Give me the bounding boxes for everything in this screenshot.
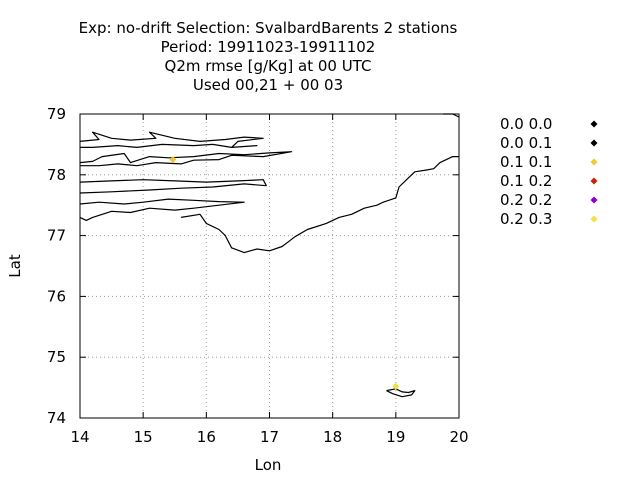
x-tick-label: 16 [197,428,216,446]
legend-marker [590,158,598,166]
legend-marker [590,177,598,185]
x-tick-label: 18 [323,428,342,446]
title-line-3: Q2m rmse [g/Kg] at 00 UTC [165,57,372,75]
chart-title: Exp: no-drift Selection: SvalbardBarents… [79,19,458,94]
coastline [79,198,245,221]
x-tick-labels: 14 15 16 17 18 19 20 [70,428,468,446]
legend-label: 0.0 0.1 [500,134,552,152]
y-tick-label: 78 [47,166,66,184]
y-tick-label: 77 [47,227,66,245]
coastline [79,151,293,167]
title-line-4: Used 00,21 + 00 03 [193,76,343,94]
station-point [169,156,177,164]
legend-marker [590,215,598,223]
legend-marker [590,196,598,204]
legend-label: 0.2 0.2 [500,191,552,209]
x-tick-label: 15 [134,428,153,446]
legend-marker [590,120,598,128]
coastlines [79,113,460,398]
legend: 0.0 0.00.0 0.10.1 0.10.1 0.20.2 0.20.2 0… [500,115,598,228]
x-tick-label: 20 [449,428,468,446]
legend-label: 0.1 0.2 [500,172,552,190]
y-tick-label: 74 [47,409,66,427]
legend-label: 0.0 0.0 [500,115,552,133]
title-line-1: Exp: no-drift Selection: SvalbardBarents… [79,19,458,37]
x-tick-label: 19 [386,428,405,446]
y-axis-label: Lat [6,254,24,278]
x-tick-label: 17 [260,428,279,446]
plot-frame [79,113,460,419]
y-tick-label: 79 [47,105,66,123]
coastline [79,131,264,148]
y-tick-labels: 74 75 76 77 78 79 [47,105,66,427]
legend-marker [590,139,598,147]
x-axis-label: Lon [255,456,282,474]
y-tick-label: 76 [47,287,66,305]
coastline [181,156,459,254]
legend-label: 0.1 0.1 [500,153,552,171]
station-point [392,382,400,390]
x-tick-label: 14 [70,428,89,446]
title-line-2: Period: 19911023-19911102 [161,38,376,56]
coastline [79,179,267,194]
legend-label: 0.2 0.3 [500,210,552,228]
grid [79,113,460,419]
y-tick-label: 75 [47,348,66,366]
data-points [169,156,400,390]
coastline [386,388,416,398]
